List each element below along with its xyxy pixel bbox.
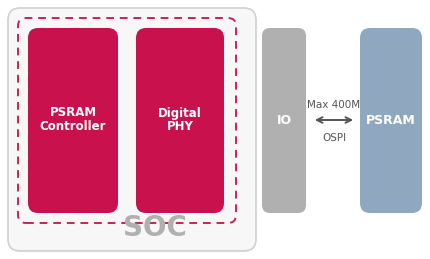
Text: PHY: PHY bbox=[166, 120, 194, 133]
FancyBboxPatch shape bbox=[360, 28, 422, 213]
Text: PSRAM: PSRAM bbox=[49, 106, 97, 119]
FancyBboxPatch shape bbox=[262, 28, 306, 213]
Text: OSPI: OSPI bbox=[322, 133, 346, 143]
Text: PSRAM: PSRAM bbox=[366, 113, 416, 126]
Text: Controller: Controller bbox=[40, 120, 106, 133]
Text: Digital: Digital bbox=[158, 106, 202, 119]
Text: IO: IO bbox=[276, 113, 292, 126]
FancyBboxPatch shape bbox=[136, 28, 224, 213]
Text: SOC: SOC bbox=[123, 214, 187, 242]
Text: Max 400M: Max 400M bbox=[307, 100, 361, 110]
FancyBboxPatch shape bbox=[8, 8, 256, 251]
FancyBboxPatch shape bbox=[28, 28, 118, 213]
